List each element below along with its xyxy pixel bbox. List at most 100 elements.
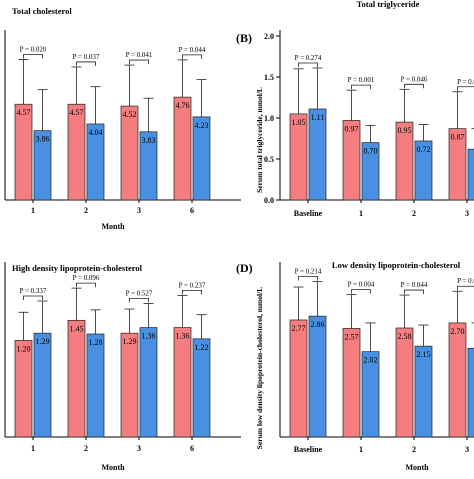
significance-bracket	[130, 298, 149, 302]
bar-series-2	[87, 334, 104, 437]
p-value-label: P = 0.041	[126, 51, 153, 59]
p-value-label: P = 0.046	[401, 75, 428, 83]
p-value-label: P = 0.274	[295, 54, 322, 62]
panel-total-triglyceride: (B) Total triglyceride Serum total trigl…	[236, 0, 474, 218]
x-tick-label: 2	[84, 206, 88, 215]
panel-title: Total triglyceride	[357, 0, 420, 9]
panel-hdl-cholesterol: High density lipoprotein-cholesterol Mon…	[5, 262, 241, 472]
significance-bracket	[352, 85, 371, 89]
bar-value-label: 2.86	[311, 320, 325, 329]
bar-value-label: 1.36	[142, 332, 156, 341]
bar-series-1	[174, 97, 191, 200]
bar-value-label: 2.02	[364, 356, 378, 365]
x-tick-label: 3	[137, 444, 141, 453]
y-tick-label: 0.0	[264, 196, 274, 205]
bar-series-1	[121, 106, 138, 200]
y-tick-label: 0.5	[264, 155, 274, 164]
bar-series-1	[290, 320, 307, 437]
bar-value-label: 3.86	[36, 135, 50, 144]
bar-series-1	[15, 104, 32, 200]
bar-series-1	[396, 328, 413, 437]
x-axis-label: Month	[101, 463, 125, 472]
x-tick-label: 2	[412, 445, 416, 454]
bar-value-label: 4.57	[17, 108, 31, 117]
p-value-label: P = 0.337	[20, 287, 47, 295]
p-value-label: P = 0.044	[179, 46, 206, 54]
bar-value-label: 0.72	[417, 145, 431, 154]
x-tick-label: Baseline	[294, 209, 323, 218]
y-axis-label: Serum low density lipoprotein-cholestero…	[255, 287, 264, 449]
p-value-label: P = 0.096	[73, 274, 100, 282]
bar-value-label: 3.83	[142, 136, 156, 145]
bar-value-label: 0.70	[364, 147, 378, 156]
bar-value-label: 0.87	[451, 133, 465, 142]
bar-series-1	[68, 320, 85, 437]
significance-bracket	[24, 296, 43, 300]
x-tick-label: 2	[412, 209, 416, 218]
p-value-label: P = 0.044	[401, 281, 428, 289]
significance-bracket	[130, 60, 149, 64]
bar-value-label: 4.57	[70, 108, 84, 117]
bar-value-label: 1.05	[292, 118, 306, 127]
bar-series-1	[121, 333, 138, 437]
bar-value-label: 1.22	[195, 343, 209, 352]
bar-value-label: 1.29	[36, 337, 50, 346]
significance-bracket	[405, 290, 424, 294]
y-tick-label: 2.0	[264, 32, 274, 41]
bar-value-label: 4.23	[195, 121, 209, 130]
x-tick-label: 1	[359, 445, 363, 454]
bar-series-2	[193, 339, 210, 437]
bar-value-label: 4.76	[176, 101, 190, 110]
bar-value-label: 0.95	[398, 126, 412, 135]
significance-bracket	[352, 290, 371, 294]
p-value-label: P = 0.237	[179, 281, 206, 289]
x-tick-label: 1	[359, 209, 363, 218]
panel-total-cholesterol: Total cholesterol Month 4.573.86P = 0.02…	[5, 6, 241, 231]
p-value-label: P = 0.004	[348, 281, 375, 289]
x-tick-label: 1	[31, 444, 35, 453]
bar-value-label: 1.36	[176, 332, 190, 341]
x-axis-label: Month	[101, 222, 125, 231]
significance-bracket	[458, 286, 474, 290]
panel-title: High density lipoprotein-cholesterol	[12, 263, 143, 273]
bar-value-label: 1.11	[311, 113, 325, 122]
bar-value-label: 4.52	[123, 110, 137, 119]
panel-label: (B)	[236, 31, 252, 45]
p-value-label: P = 0.0	[457, 78, 474, 86]
bar-value-label: 2.70	[451, 327, 465, 336]
significance-bracket	[299, 63, 318, 67]
bar-value-label: 2.15	[417, 350, 431, 359]
panel-title: Total cholesterol	[12, 6, 72, 16]
bar-series-1	[449, 323, 466, 437]
bar-series-1	[343, 328, 360, 437]
bar-value-label: 1.28	[89, 338, 103, 347]
panel-ldl-cholesterol: (D) Low density lipoprotein-cholesterol …	[236, 260, 474, 472]
bar-value-label: 4.04	[89, 128, 103, 137]
bar-series-2	[309, 109, 326, 200]
significance-bracket	[77, 62, 96, 66]
bar-value-label: 2.57	[345, 332, 359, 341]
bar-series-1	[68, 104, 85, 200]
p-value-label: P = 0.527	[126, 289, 153, 297]
bar-series-2	[415, 346, 432, 437]
bar-series-1	[15, 340, 32, 437]
bar-series-2	[309, 316, 326, 437]
panel-title: Low density lipoprotein-cholesterol	[332, 260, 461, 270]
bar-series-2	[140, 328, 157, 437]
significance-bracket	[405, 84, 424, 88]
bar-series-2	[468, 348, 474, 437]
x-tick-label: Baseline	[294, 445, 323, 454]
bar-value-label: 1.45	[70, 324, 84, 333]
x-tick-label: 6	[190, 444, 194, 453]
p-value-label: P = 0.001	[348, 76, 375, 84]
bar-value-label: 1.29	[123, 337, 137, 346]
x-axis-label: Month	[405, 463, 429, 472]
p-value-label: P = 0.214	[295, 268, 322, 276]
panel-label: (D)	[236, 261, 253, 275]
significance-bracket	[77, 283, 96, 287]
significance-bracket	[299, 277, 318, 281]
bar-value-label: 0.97	[345, 124, 359, 133]
x-tick-label: 6	[190, 206, 194, 215]
bar-series-2	[34, 333, 51, 437]
